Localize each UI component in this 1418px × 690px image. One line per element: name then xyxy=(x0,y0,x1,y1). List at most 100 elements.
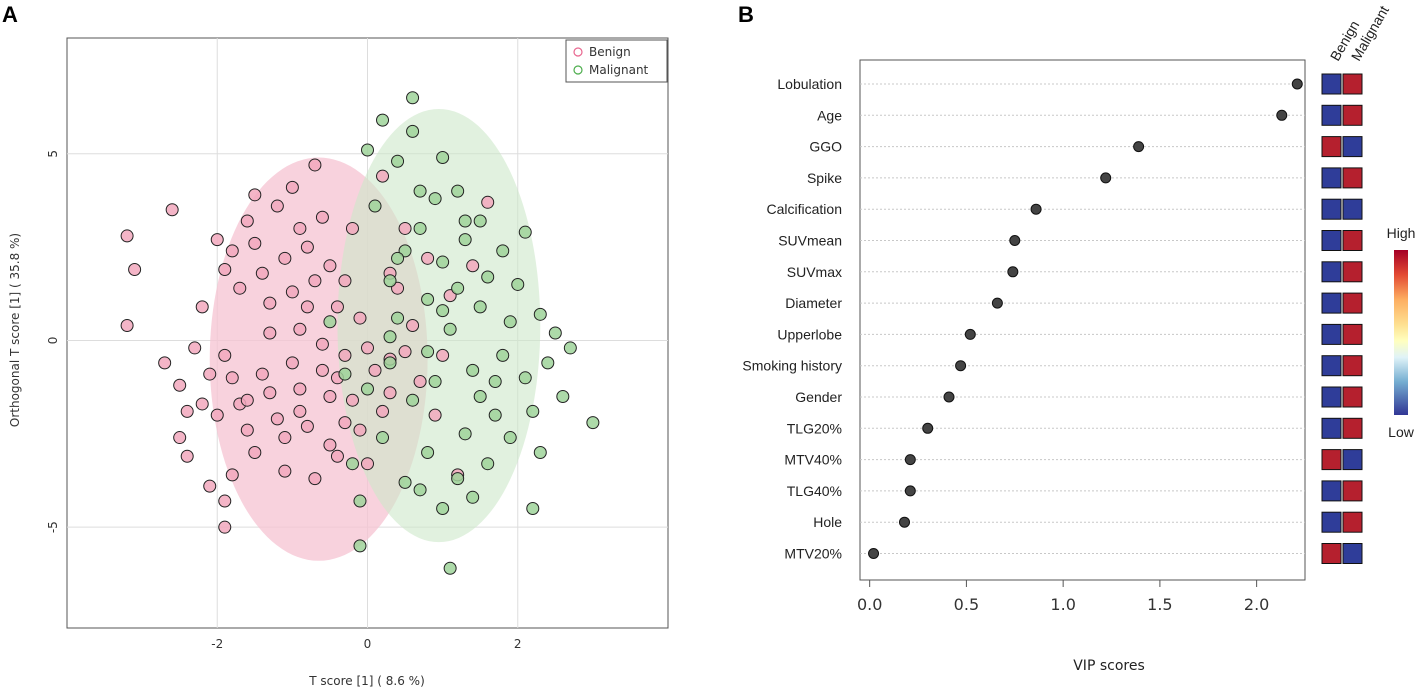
heatmap-cell-malignant xyxy=(1342,323,1363,345)
y-axis-label: Orthogonal T score [1] ( 35.8 %) xyxy=(8,233,22,427)
malignant-point xyxy=(413,483,427,497)
malignant-point xyxy=(406,124,420,138)
benign-point xyxy=(218,494,232,508)
benign-point xyxy=(353,311,367,325)
malignant-point xyxy=(443,561,457,575)
benign-point xyxy=(413,375,427,389)
malignant-point xyxy=(526,502,540,516)
malignant-point xyxy=(473,389,487,403)
benign-point xyxy=(428,408,442,422)
malignant-point xyxy=(488,375,502,389)
malignant-point xyxy=(473,214,487,228)
benign-point xyxy=(255,266,269,280)
malignant-point xyxy=(451,281,465,295)
malignant-point xyxy=(421,292,435,306)
legend-benign-marker xyxy=(573,47,583,57)
heatmap-cell-malignant xyxy=(1342,449,1363,471)
benign-point xyxy=(240,214,254,228)
heatmap-cell-benign xyxy=(1321,417,1342,439)
malignant-point xyxy=(421,345,435,359)
vip-tick-label: 2.0 xyxy=(1244,595,1269,614)
benign-point xyxy=(173,431,187,445)
benign-point xyxy=(248,188,262,202)
benign-point xyxy=(323,438,337,452)
benign-point xyxy=(308,158,322,172)
benign-point xyxy=(248,236,262,250)
feature-label: Hole xyxy=(813,514,842,530)
vip-point xyxy=(955,360,967,372)
heatmap-cell-malignant xyxy=(1342,511,1363,533)
malignant-point xyxy=(413,184,427,198)
vip-point xyxy=(904,485,916,497)
vip-tick-label: 0.5 xyxy=(954,595,979,614)
vip-point xyxy=(1007,266,1019,278)
benign-point xyxy=(323,389,337,403)
malignant-point xyxy=(496,348,510,362)
feature-label: Spike xyxy=(807,170,842,186)
y-tick-label: 5 xyxy=(46,150,60,158)
malignant-point xyxy=(428,375,442,389)
benign-point xyxy=(225,468,239,482)
benign-point xyxy=(345,221,359,235)
heatmap-cell-benign xyxy=(1321,355,1342,377)
benign-point xyxy=(270,412,284,426)
malignant-point xyxy=(488,408,502,422)
heatmap-cell-benign xyxy=(1321,167,1342,189)
malignant-point xyxy=(391,251,405,265)
feature-label: Calcification xyxy=(767,201,842,217)
vip-x-axis-label: VIP scores xyxy=(1073,658,1145,674)
benign-point xyxy=(218,348,232,362)
vip-tick-label: 1.5 xyxy=(1147,595,1172,614)
benign-point xyxy=(180,404,194,418)
malignant-point xyxy=(406,393,420,407)
panel-b-letter: B xyxy=(738,2,754,27)
malignant-point xyxy=(406,91,420,105)
benign-point xyxy=(225,244,239,258)
benign-point xyxy=(180,449,194,463)
feature-label: Smoking history xyxy=(742,358,842,374)
benign-point xyxy=(481,195,495,209)
malignant-point xyxy=(391,311,405,325)
malignant-point xyxy=(383,274,397,288)
scatter-points xyxy=(120,91,600,575)
legend-malignant-marker xyxy=(573,65,583,75)
benign-point xyxy=(278,464,292,478)
malignant-point xyxy=(496,244,510,258)
benign-point xyxy=(218,263,232,277)
vip-point xyxy=(1133,141,1145,153)
vip-tick-label: 1.0 xyxy=(1050,595,1075,614)
malignant-point xyxy=(353,494,367,508)
benign-point xyxy=(293,382,307,396)
malignant-point xyxy=(345,457,359,471)
heatmap-cell-malignant xyxy=(1342,104,1363,126)
benign-point xyxy=(436,348,450,362)
feature-label: TLG40% xyxy=(787,483,842,499)
benign-point xyxy=(315,210,329,224)
vip-point xyxy=(1291,78,1303,90)
vip-point xyxy=(1276,109,1288,121)
heatmap-cell-benign xyxy=(1321,136,1342,158)
x-tick-label: 2 xyxy=(514,637,522,651)
benign-point xyxy=(376,169,390,183)
y-tick-label: 0 xyxy=(46,337,60,345)
benign-point xyxy=(361,341,374,355)
malignant-point xyxy=(466,363,480,377)
malignant-point xyxy=(436,304,450,318)
vip-point xyxy=(964,328,976,340)
malignant-point xyxy=(503,315,517,329)
benign-point xyxy=(165,203,179,217)
malignant-point xyxy=(458,233,472,247)
heatmap-cell-benign xyxy=(1321,323,1342,345)
benign-point xyxy=(315,363,329,377)
heatmap-cell-malignant xyxy=(1342,386,1363,408)
benign-point xyxy=(285,180,299,194)
benign-point xyxy=(128,263,142,277)
malignant-point xyxy=(481,457,495,471)
benign-point xyxy=(338,416,352,430)
benign-point xyxy=(338,348,352,362)
benign-point xyxy=(361,457,374,471)
benign-point xyxy=(466,259,480,273)
x-tick-label: -2 xyxy=(211,637,223,651)
benign-point xyxy=(330,449,344,463)
benign-point xyxy=(330,300,344,314)
